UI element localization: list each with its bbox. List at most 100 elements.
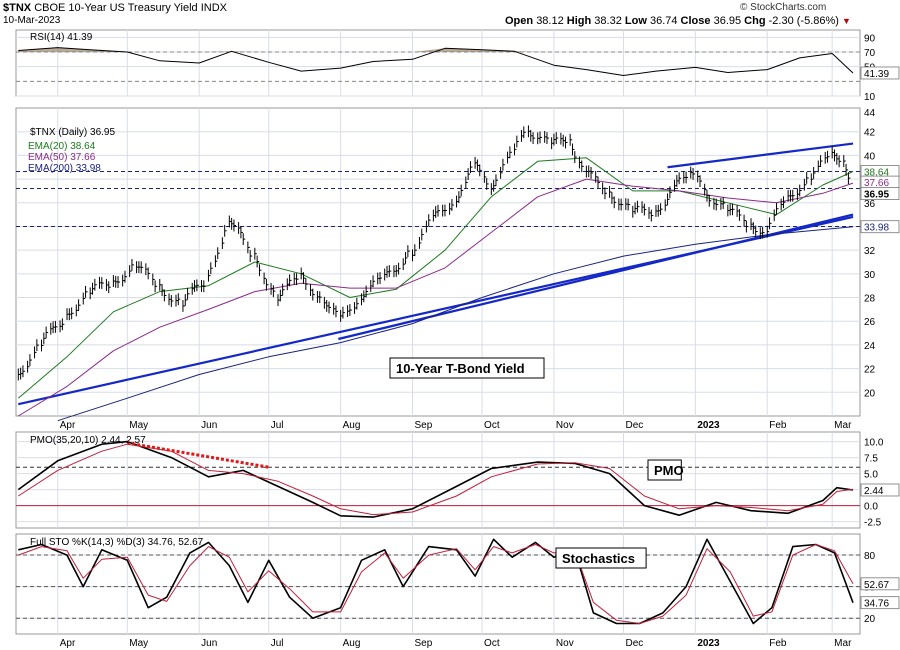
x-tick-label: May (129, 420, 148, 431)
panel-frame (15, 29, 861, 97)
y-tick-label: 7.5 (864, 454, 878, 465)
y-tick-label: 5.0 (864, 470, 878, 481)
y-tick-label: 28 (864, 294, 876, 305)
x-tick-label: Dec (625, 638, 643, 649)
y-tick-label: 24 (864, 341, 876, 352)
annotation-label: Stochastics (562, 551, 635, 566)
y-tick-label: 10.0 (864, 438, 884, 449)
pmo-signal-line (18, 443, 854, 516)
x-tick-label: Jun (201, 420, 217, 431)
x-tick-label: Jul (271, 420, 284, 431)
chart-date: 10-Mar-2023 (3, 15, 61, 26)
price-panel: 42403836343230282624222044$TNX (Daily) 3… (15, 107, 900, 431)
y-tick-label: -2.5 (864, 518, 882, 529)
x-tick-label: Jun (201, 638, 217, 649)
down-arrow-icon: ▼ (842, 16, 851, 26)
rsi-line (18, 47, 854, 76)
ema-line (17, 157, 854, 399)
y-tick-label: 36 (864, 199, 876, 210)
value-tag-box (860, 483, 900, 497)
open-value: 38.12 (536, 15, 564, 27)
low-label: Low (624, 15, 647, 27)
price-legend-item: EMA(20) 38.64 (28, 141, 96, 152)
x-tick-label: Apr (60, 420, 76, 431)
y-tick-label: 80 (864, 551, 876, 562)
y-tick-label: 20 (864, 614, 876, 625)
value-tag-box (860, 577, 900, 591)
value-tag-box (860, 596, 900, 610)
x-tick-label: Feb (769, 420, 787, 431)
x-tick-label: 2023 (697, 638, 720, 649)
y-tick-label: 30 (864, 270, 876, 281)
symbol: $TNX (3, 2, 32, 14)
annotation-label: 10-Year T-Bond Yield (396, 361, 525, 376)
value-tag-box (860, 220, 900, 234)
annotation-box (389, 357, 545, 379)
y-tick-label: 10 (864, 92, 876, 103)
value-tag: 37.66 (864, 178, 889, 189)
value-tag: 34.76 (864, 599, 889, 610)
x-tick-label: Mar (834, 638, 852, 649)
sto-legend: Full STO %K(14,3) %D(3) 34.76, 52.67 (30, 537, 204, 548)
x-tick-label: 2023 (697, 420, 720, 431)
x-tick-label: Nov (556, 420, 574, 431)
x-tick-label: Oct (484, 638, 500, 649)
y-tick-label: 26 (864, 317, 876, 328)
symbol-description: CBOE 10-Year US Treasury Yield INDX (34, 2, 227, 14)
panel-frame (15, 431, 861, 529)
low-value: 36.74 (649, 15, 678, 27)
y-tick-label: 42 (864, 128, 876, 139)
ema-line (57, 226, 854, 422)
y-tick-label: 40 (864, 151, 876, 162)
pmo-legend: PMO(35,20,10) 2.44, 2.57 (30, 435, 146, 446)
sto-d-line (18, 544, 854, 624)
x-tick-label: Sep (414, 420, 432, 431)
value-tag: 33.98 (864, 223, 889, 234)
y-tick-label: 90 (864, 33, 876, 44)
value-tag: 41.39 (864, 69, 889, 80)
open-label: Open (505, 15, 534, 27)
price-legend-item: EMA(50) 37.66 (28, 152, 96, 163)
y-tick-label: 32 (864, 246, 876, 257)
x-tick-label: Sep (414, 638, 432, 649)
annotation-box (555, 547, 647, 569)
ema-line (18, 178, 854, 417)
price-legend-item: $TNX (Daily) 36.95 (30, 127, 115, 138)
y-tick-label: 20 (864, 388, 876, 399)
y-tick-label: 0.0 (864, 502, 878, 513)
x-tick-label: Nov (556, 638, 574, 649)
high-value: 38.32 (594, 15, 622, 27)
panel-frame (15, 533, 861, 635)
x-tick-label: Mar (834, 420, 852, 431)
x-tick-label: Aug (343, 420, 361, 431)
value-tag-box (860, 66, 900, 80)
y-tick-label: 44 (864, 108, 876, 119)
x-tick-label: May (129, 638, 148, 649)
price-legend-item: EMA(200) 33.98 (28, 163, 101, 174)
chg-label: Chg (744, 15, 766, 27)
rsi-legend: RSI(14) 41.39 (30, 32, 93, 43)
close-label: Close (680, 15, 711, 27)
watermark: © StockCharts.com (740, 2, 827, 13)
y-tick-label: 22 (864, 365, 876, 376)
upper-trend (667, 142, 854, 169)
chart-title: $TNX CBOE 10-Year US Treasury Yield INDX (3, 2, 227, 14)
value-tag: 38.64 (864, 167, 889, 178)
value-tag: 52.67 (864, 580, 889, 591)
annotation-box (647, 459, 682, 481)
pmo-divergence-line (127, 441, 269, 469)
high-label: High (566, 15, 592, 27)
annotation-label: PMO (654, 463, 684, 478)
value-tag-box (860, 187, 900, 200)
value-tag: 36.95 (864, 190, 889, 201)
y-tick-label: 70 (864, 48, 876, 59)
rsi-overbought-fill (18, 47, 854, 52)
stochastics-panel: 805020Full STO %K(14,3) %D(3) 34.76, 52.… (15, 533, 900, 649)
x-tick-label: Feb (769, 638, 787, 649)
x-tick-label: Apr (60, 638, 76, 649)
x-tick-label: Jul (271, 638, 284, 649)
x-tick-label: Oct (484, 420, 500, 431)
